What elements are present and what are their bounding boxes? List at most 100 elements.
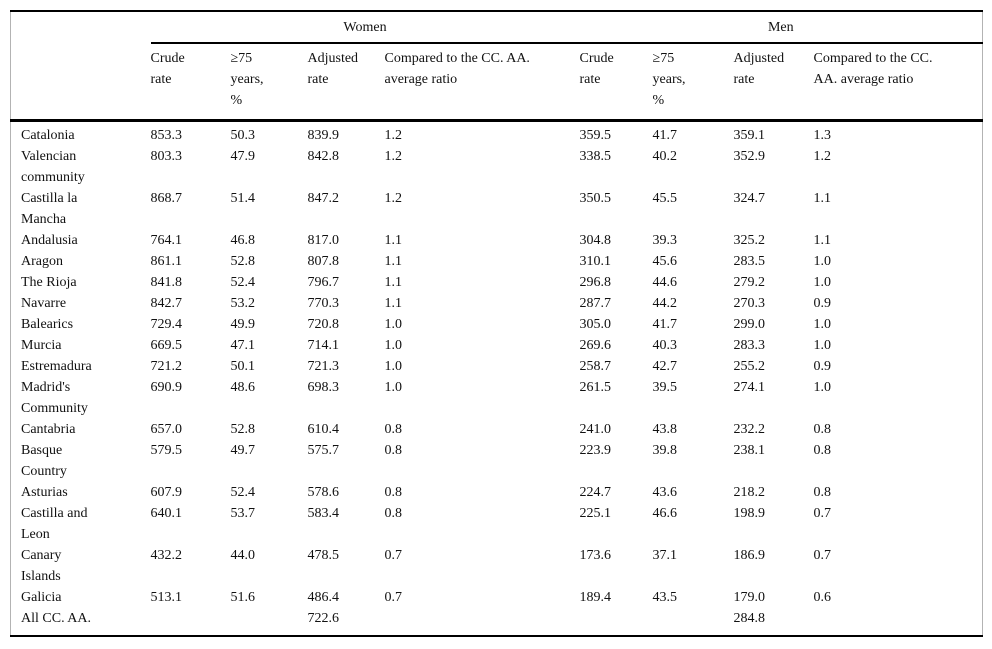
value-cell: 52.4 bbox=[230, 485, 256, 500]
value-cell: 279.2 bbox=[733, 275, 766, 290]
table-row: Catalonia 853.3 50.3 839.9 1.2 359.5 41.7 359.1… bbox=[11, 121, 983, 147]
group-header-men: Men bbox=[579, 11, 983, 44]
value-cell: 0.7 bbox=[813, 548, 832, 563]
value-cell: 796.7 bbox=[307, 275, 340, 290]
value-cell: 274.1 bbox=[733, 380, 766, 395]
table-container: Women Men Crude rate ≥75 years, % Adjust… bbox=[10, 10, 984, 637]
value-cell: 1.1 bbox=[384, 254, 403, 269]
value-cell: 1.1 bbox=[384, 296, 403, 311]
value-cell: 52.8 bbox=[230, 254, 256, 269]
value-cell: 720.8 bbox=[307, 317, 340, 332]
table-row: Madrid's Community 690.9 48.6 698.3 1.0 261.5… bbox=[11, 377, 983, 419]
value-cell: 40.2 bbox=[652, 149, 678, 164]
value-cell: 714.1 bbox=[307, 338, 340, 353]
table-row: Balearics 729.4 49.9 720.8 1.0 305.0 41.7 299.0… bbox=[11, 314, 983, 335]
value-cell: 352.9 bbox=[733, 149, 766, 164]
value-cell: 0.7 bbox=[384, 590, 403, 605]
value-cell: 1.0 bbox=[384, 359, 403, 374]
table-row: Estremadura 721.2 50.1 721.3 1.0 258.7 42.7 255… bbox=[11, 356, 983, 377]
value-cell: 225.1 bbox=[579, 506, 612, 521]
value-cell: 270.3 bbox=[733, 296, 766, 311]
value-cell: 41.7 bbox=[652, 128, 678, 143]
value-cell bbox=[231, 608, 308, 636]
value-cell: 0.8 bbox=[384, 485, 403, 500]
value-cell: 338.5 bbox=[579, 149, 612, 164]
value-cell: 44.2 bbox=[652, 296, 678, 311]
value-cell: 722.6 bbox=[307, 611, 340, 626]
value-cell: 0.8 bbox=[813, 443, 832, 458]
corner-cell bbox=[11, 11, 151, 43]
value-cell: 51.6 bbox=[230, 590, 256, 605]
value-cell: 47.1 bbox=[230, 338, 256, 353]
value-cell: 1.3 bbox=[813, 128, 832, 143]
value-cell: 578.6 bbox=[307, 485, 340, 500]
men-adjusted-rate-header: Adjusted rate bbox=[733, 43, 814, 122]
value-cell: 47.9 bbox=[230, 149, 256, 164]
table-row: Castilla la Mancha 868.7 51.4 847.2 1.2 350.5… bbox=[11, 188, 983, 230]
value-cell: 40.3 bbox=[652, 338, 678, 353]
region-cell: Navarre bbox=[21, 296, 67, 311]
region-cell: Murcia bbox=[21, 338, 62, 353]
table-row: Navarre 842.7 53.2 770.3 1.1 287.7 44.2 270.3 0.… bbox=[11, 293, 983, 314]
region-cell: All CC. AA. bbox=[21, 611, 92, 626]
value-cell: 287.7 bbox=[579, 296, 612, 311]
value-cell: 486.4 bbox=[307, 590, 340, 605]
table-row: Valencian community 803.3 47.9 842.8 1.2 338.… bbox=[11, 146, 983, 188]
value-cell: 186.9 bbox=[733, 548, 766, 563]
value-cell: 45.5 bbox=[652, 191, 678, 206]
women-compared-ratio-header: Compared to the CC. AA. average ratio bbox=[384, 43, 580, 122]
region-cell: The Rioja bbox=[21, 275, 77, 290]
value-cell: 1.1 bbox=[813, 233, 832, 248]
table-row: Cantabria 657.0 52.8 610.4 0.8 241.0 43.8 232.2… bbox=[11, 419, 983, 440]
value-cell: 224.7 bbox=[579, 485, 612, 500]
value-cell: 350.5 bbox=[579, 191, 612, 206]
value-cell: 657.0 bbox=[150, 422, 183, 437]
value-cell: 610.4 bbox=[307, 422, 340, 437]
value-cell: 721.3 bbox=[307, 359, 340, 374]
men-over75-header: ≥75 years, % bbox=[652, 43, 734, 122]
value-cell: 324.7 bbox=[733, 191, 766, 206]
value-cell: 0.8 bbox=[384, 443, 403, 458]
value-cell: 1.1 bbox=[813, 191, 832, 206]
value-cell: 325.2 bbox=[733, 233, 766, 248]
value-cell: 189.4 bbox=[579, 590, 612, 605]
value-cell: 1.1 bbox=[384, 233, 403, 248]
value-cell: 42.7 bbox=[652, 359, 678, 374]
region-cell: Galicia bbox=[21, 590, 62, 605]
value-cell: 1.2 bbox=[384, 149, 403, 164]
value-cell: 842.7 bbox=[150, 296, 183, 311]
value-cell: 48.6 bbox=[230, 380, 256, 395]
value-cell: 770.3 bbox=[307, 296, 340, 311]
value-cell: 0.8 bbox=[813, 485, 832, 500]
value-cell: 241.0 bbox=[579, 422, 612, 437]
statistics-table: Women Men Crude rate ≥75 years, % Adjust… bbox=[10, 10, 984, 637]
value-cell: 359.1 bbox=[733, 128, 766, 143]
value-cell: 305.0 bbox=[579, 317, 612, 332]
value-cell: 50.3 bbox=[230, 128, 256, 143]
men-crude-rate-header: Crude rate bbox=[579, 43, 653, 122]
value-cell: 817.0 bbox=[307, 233, 340, 248]
region-cell: Basque Country bbox=[21, 443, 67, 479]
men-compared-ratio-header: Compared to the CC. AA. average ratio bbox=[813, 43, 983, 122]
value-cell: 39.3 bbox=[652, 233, 678, 248]
value-cell: 1.0 bbox=[813, 338, 832, 353]
value-cell: 0.6 bbox=[813, 590, 832, 605]
region-cell: Cantabria bbox=[21, 422, 76, 437]
value-cell: 607.9 bbox=[150, 485, 183, 500]
value-cell: 39.8 bbox=[652, 443, 678, 458]
value-cell: 853.3 bbox=[150, 128, 183, 143]
value-cell bbox=[653, 608, 734, 636]
table-row: Galicia 513.1 51.6 486.4 0.7 189.4 43.5 179.0 0.… bbox=[11, 587, 983, 608]
value-cell: 1.0 bbox=[813, 380, 832, 395]
value-cell: 53.7 bbox=[230, 506, 256, 521]
value-cell: 255.2 bbox=[733, 359, 766, 374]
value-cell: 669.5 bbox=[150, 338, 183, 353]
region-cell: Madrid's Community bbox=[21, 380, 88, 416]
value-cell: 44.6 bbox=[652, 275, 678, 290]
value-cell: 46.8 bbox=[230, 233, 256, 248]
value-cell: 269.6 bbox=[579, 338, 612, 353]
value-cell: 0.8 bbox=[384, 422, 403, 437]
region-cell: Catalonia bbox=[21, 128, 75, 143]
value-cell: 41.7 bbox=[652, 317, 678, 332]
value-cell: 49.9 bbox=[230, 317, 256, 332]
